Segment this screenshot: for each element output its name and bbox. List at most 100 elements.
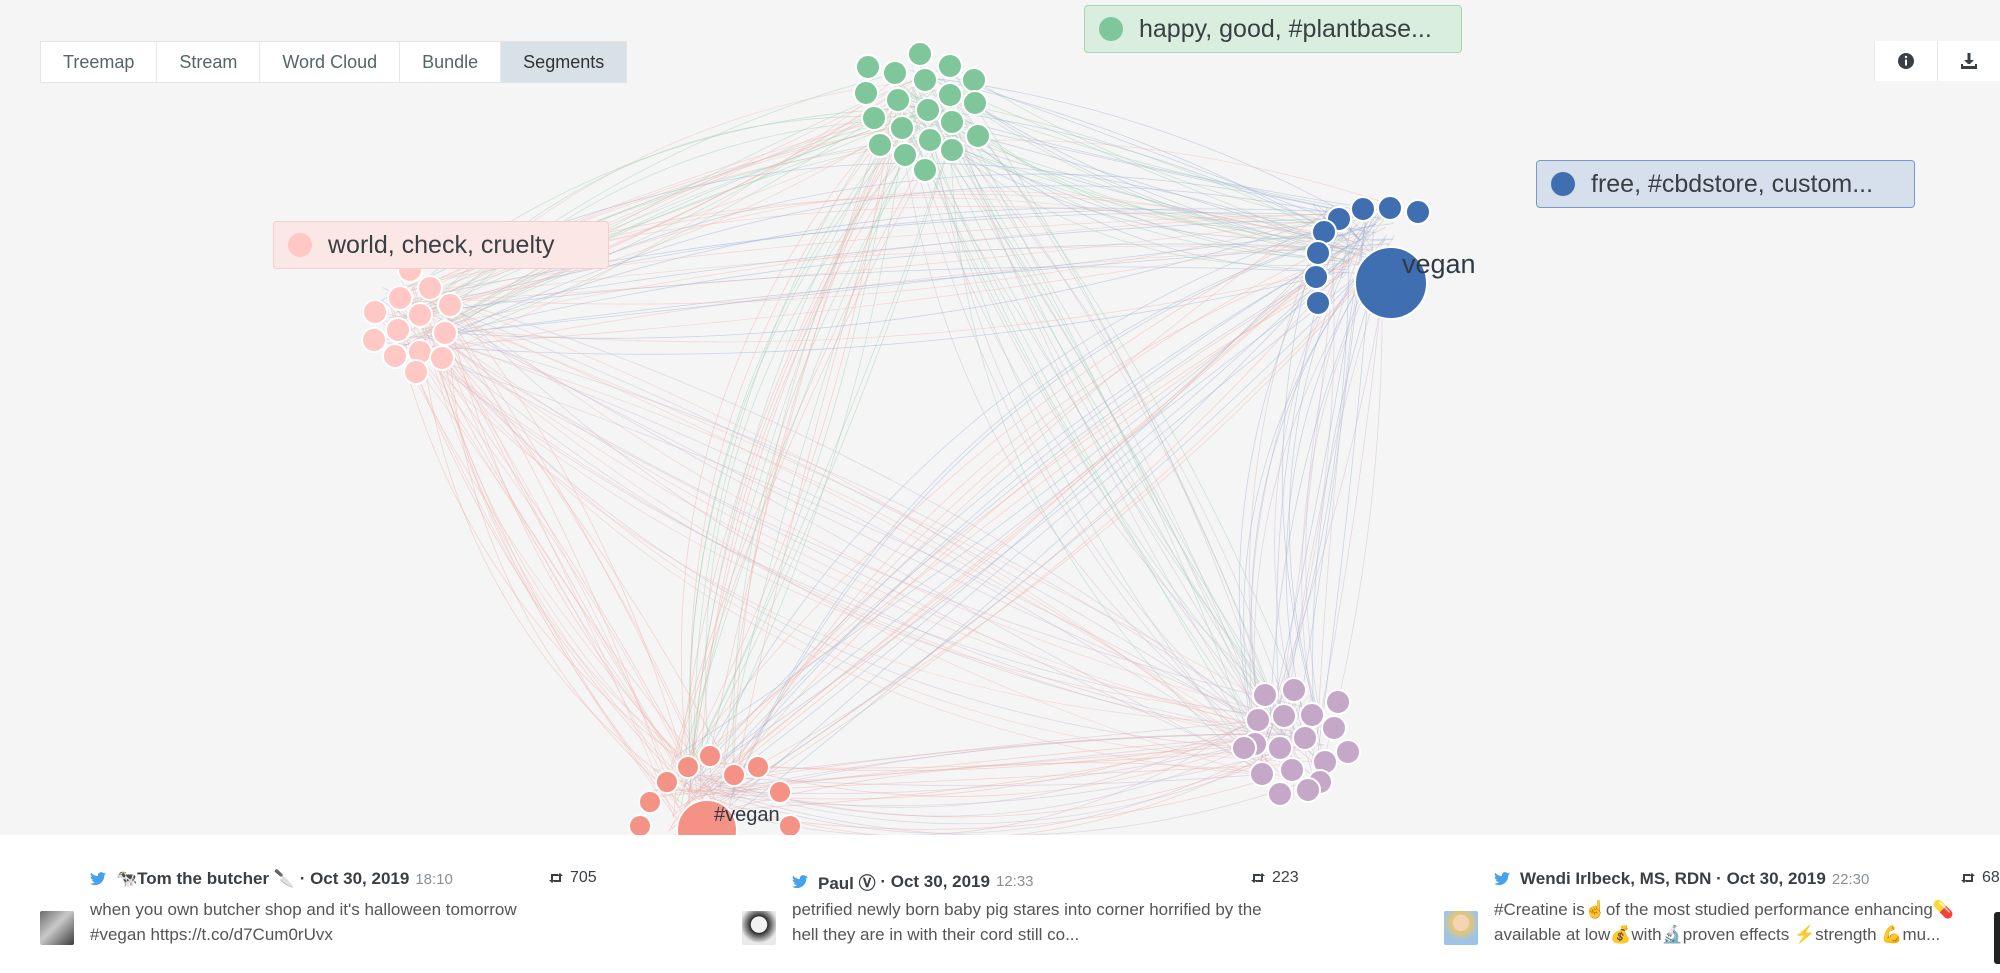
node-green: [961, 67, 987, 93]
node-purple: [1279, 757, 1305, 783]
network-edge: [1305, 219, 1373, 736]
node-blue: [1350, 196, 1376, 222]
node-green: [962, 90, 988, 116]
network-edge: [385, 288, 1317, 779]
network-edge: [1289, 703, 1295, 746]
network-edge: [426, 292, 1324, 771]
network-edge: [1345, 226, 1386, 248]
network-edge: [402, 348, 1269, 730]
segment-color-dot: [288, 233, 312, 257]
tweet-header: Paul Ⓥ · Oct 30, 2019 12:33: [792, 869, 1034, 894]
network-edge: [681, 242, 1373, 773]
retweet-value: 705: [570, 869, 597, 886]
network-edge: [1251, 234, 1387, 718]
network-edge: [693, 103, 898, 756]
network-edge: [943, 84, 1350, 255]
tab-treemap[interactable]: Treemap: [41, 42, 158, 82]
network-edge: [717, 271, 1346, 763]
node-pink: [361, 327, 387, 353]
network-edge: [1359, 238, 1394, 242]
segments-network-graph[interactable]: vegan #vegan: [0, 0, 2000, 835]
network-edge: [693, 205, 1393, 794]
segment-label-pink[interactable]: world, check, cruelty: [273, 221, 609, 269]
network-edge: [433, 326, 1265, 729]
network-edge: [445, 73, 903, 354]
network-edge: [907, 124, 1274, 754]
network-edge: [449, 336, 1320, 759]
network-edge: [420, 190, 1350, 338]
avatar: [742, 911, 776, 945]
network-edge: [687, 218, 1350, 792]
network-edge: [436, 292, 1277, 716]
network-edge: [680, 98, 898, 783]
network-edge: [688, 245, 1350, 816]
network-edge: [930, 123, 1393, 268]
tweet-date: Oct 30, 2019: [310, 869, 410, 888]
tweet-time: 12:33: [995, 873, 1034, 890]
network-edge: [726, 113, 907, 822]
network-edge: [702, 248, 1346, 790]
node-salmon: [698, 744, 722, 768]
network-edge: [949, 122, 1296, 775]
node-green: [912, 157, 938, 183]
network-edge: [419, 297, 1260, 725]
network-edge: [927, 73, 1288, 722]
tweet-text: petrified newly born baby pig stares int…: [792, 897, 1332, 947]
scrollbar-handle[interactable]: [1994, 912, 2000, 964]
info-button[interactable]: [1874, 41, 1937, 81]
network-edge: [402, 71, 930, 311]
network-edge: [417, 346, 1273, 743]
tab-segments[interactable]: Segments: [501, 42, 627, 82]
network-edge: [715, 252, 1388, 820]
network-edge: [1259, 260, 1389, 743]
tab-bundle[interactable]: Bundle: [400, 42, 502, 82]
tweet-user[interactable]: 🐄Tom the butcher 🔪: [116, 869, 295, 888]
tab-word-cloud[interactable]: Word Cloud: [260, 42, 401, 82]
network-edge: [445, 307, 715, 795]
tweet-text-line: when you own butcher shop and it's hallo…: [90, 900, 517, 919]
node-purple: [1267, 781, 1293, 807]
tweet-user[interactable]: Wendi Irlbeck, MS, RDN: [1520, 869, 1712, 888]
network-edge: [674, 248, 1344, 758]
download-icon: [1961, 53, 1977, 69]
segment-label-green[interactable]: happy, good, #plantbase...: [1084, 5, 1462, 53]
tweet-user[interactable]: Paul Ⓥ: [818, 874, 876, 893]
network-edge: [406, 340, 685, 819]
network-edge: [700, 98, 908, 779]
node-blue: [1303, 264, 1329, 290]
network-edge: [729, 259, 1333, 784]
network-edge: [689, 88, 936, 761]
network-edge: [411, 286, 726, 819]
network-edge: [914, 94, 1324, 768]
network-edge: [899, 92, 1264, 734]
network-edge: [733, 223, 1376, 789]
network-edge: [391, 212, 1337, 305]
segment-label-blue[interactable]: free, #cbdstore, custom...: [1536, 160, 1915, 208]
network-edge: [905, 124, 1374, 224]
network-edge: [918, 91, 1313, 743]
network-edge: [732, 75, 922, 794]
network-edge: [437, 319, 675, 818]
network-edge: [699, 775, 731, 805]
tab-stream[interactable]: Stream: [157, 42, 261, 82]
twitter-icon: [792, 874, 808, 888]
network-edge: [710, 238, 1336, 792]
segment-color-dot: [1099, 17, 1123, 41]
network-edge: [445, 295, 687, 770]
network-edge: [1265, 220, 1335, 746]
network-edge: [941, 106, 1293, 753]
tweet-date: Oct 30, 2019: [1726, 869, 1826, 888]
network-edge: [428, 256, 1384, 343]
network-edge: [446, 292, 700, 818]
node-purple: [1252, 682, 1278, 708]
network-edge: [379, 318, 692, 796]
network-edge: [697, 718, 1285, 781]
download-button[interactable]: [1937, 41, 2000, 81]
node-pink: [362, 299, 388, 325]
node-pink: [417, 275, 443, 301]
network-edge: [923, 101, 1256, 754]
network-edge: [420, 212, 1355, 331]
info-icon: [1898, 53, 1914, 69]
network-edge: [959, 70, 1327, 222]
network-edge: [939, 70, 1273, 719]
